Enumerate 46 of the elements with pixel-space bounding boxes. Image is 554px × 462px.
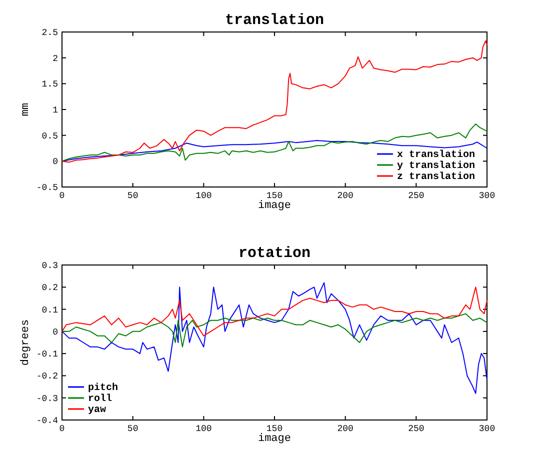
y-tick-label: -0.1 xyxy=(36,350,58,360)
y-tick-label: 0.5 xyxy=(42,131,58,142)
legend-label: yaw xyxy=(88,405,106,416)
y-tick-label: -0.2 xyxy=(36,372,58,382)
legend-label: roll xyxy=(88,393,112,405)
y-tick-label: 2 xyxy=(52,54,58,64)
y-tick-label: -0.3 xyxy=(36,394,58,404)
line-series xyxy=(62,123,488,162)
chart-title: rotation xyxy=(238,245,311,262)
x-tick-label: 150 xyxy=(266,191,283,201)
y-tick-label: 2.5 xyxy=(42,28,58,38)
x-tick-label: 0 xyxy=(59,424,65,434)
y-tick-label: 0 xyxy=(52,327,58,338)
y-tick-label: 0.3 xyxy=(42,261,58,271)
x-tick-label: 100 xyxy=(196,424,212,434)
x-tick-label: 0 xyxy=(59,191,65,201)
y-tick-label: 0.1 xyxy=(42,305,58,316)
y-tick-label: -0.4 xyxy=(36,416,58,426)
y-tick-label: 1.5 xyxy=(42,80,58,90)
line-series xyxy=(62,313,488,348)
x-tick-label: 300 xyxy=(478,424,496,434)
x-tick-label: 200 xyxy=(337,191,354,201)
x-axis-title: image xyxy=(258,200,292,212)
y-tick-label: 1 xyxy=(52,106,58,116)
x-tick-label: 50 xyxy=(127,191,138,201)
line-series xyxy=(62,286,488,336)
legend-label: x translation xyxy=(397,149,476,161)
legend-label: y translation xyxy=(397,160,476,172)
x-tick-label: 100 xyxy=(196,191,212,201)
x-tick-label: 150 xyxy=(266,424,283,434)
x-tick-label: 200 xyxy=(337,424,354,434)
chart-title: translation xyxy=(224,12,324,29)
x-tick-label: 50 xyxy=(127,424,138,434)
x-axis-title: image xyxy=(258,433,292,445)
x-tick-label: 300 xyxy=(478,191,496,201)
y-axis-title: degrees xyxy=(20,319,32,366)
y-tick-label: 0 xyxy=(52,157,58,168)
legend-label: z translation xyxy=(397,171,476,183)
y-axis-title: mm xyxy=(20,102,32,116)
x-tick-label: 250 xyxy=(408,424,424,434)
y-tick-label: 0.2 xyxy=(42,283,58,294)
x-tick-label: 250 xyxy=(408,191,424,201)
legend-label: pitch xyxy=(88,382,118,394)
line-series xyxy=(62,282,488,394)
line-series xyxy=(62,140,488,162)
y-tick-label: -0.5 xyxy=(36,183,58,193)
